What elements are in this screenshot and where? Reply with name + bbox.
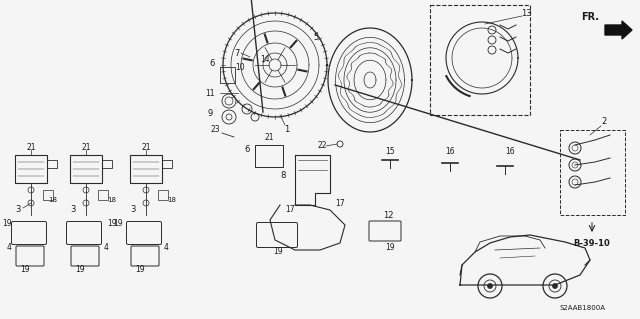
- Text: 6: 6: [244, 145, 250, 154]
- Bar: [560, 130, 625, 215]
- Text: S2AAB1800A: S2AAB1800A: [560, 305, 606, 311]
- Text: 19: 19: [20, 265, 30, 275]
- Text: 4: 4: [104, 242, 108, 251]
- Text: 21: 21: [81, 143, 91, 152]
- Text: 17: 17: [285, 205, 295, 214]
- Text: 13: 13: [521, 10, 531, 19]
- Text: 19: 19: [2, 219, 12, 227]
- Bar: [130, 155, 162, 183]
- Bar: [70, 155, 102, 183]
- Circle shape: [552, 284, 557, 288]
- Text: 8: 8: [280, 170, 285, 180]
- Text: 19: 19: [135, 265, 145, 275]
- Text: 19: 19: [75, 265, 85, 275]
- Text: 9: 9: [207, 108, 212, 117]
- Text: 15: 15: [385, 147, 395, 157]
- Text: 19: 19: [107, 219, 117, 227]
- Bar: [162, 160, 172, 168]
- Text: 3: 3: [131, 205, 136, 214]
- Text: 19: 19: [113, 219, 123, 227]
- Text: 11: 11: [205, 88, 215, 98]
- Bar: [430, 5, 530, 115]
- Polygon shape: [605, 21, 632, 39]
- Text: 19: 19: [273, 248, 283, 256]
- Text: 3: 3: [70, 205, 76, 214]
- Bar: [43, 190, 53, 200]
- Text: 22: 22: [317, 142, 327, 151]
- Text: 6: 6: [209, 58, 214, 68]
- Bar: [15, 155, 47, 183]
- Text: 21: 21: [26, 143, 36, 152]
- Text: 18: 18: [168, 197, 177, 203]
- Text: 4: 4: [164, 242, 168, 251]
- Text: 1: 1: [284, 124, 290, 133]
- Bar: [47, 160, 57, 168]
- Text: 4: 4: [6, 242, 12, 251]
- Bar: [102, 160, 112, 168]
- Text: 12: 12: [383, 211, 393, 219]
- Text: 5: 5: [314, 33, 319, 42]
- Bar: [255, 145, 283, 167]
- Text: 3: 3: [15, 205, 20, 214]
- Text: FR.: FR.: [581, 12, 599, 22]
- Text: 23: 23: [210, 125, 220, 135]
- Text: 10: 10: [235, 63, 245, 71]
- Text: 18: 18: [108, 197, 116, 203]
- Text: B-39-10: B-39-10: [573, 239, 611, 248]
- Text: 2: 2: [602, 117, 607, 127]
- Text: 17: 17: [335, 198, 345, 207]
- Bar: [158, 190, 168, 200]
- Text: 18: 18: [49, 197, 58, 203]
- Text: 16: 16: [505, 147, 515, 157]
- Text: 16: 16: [445, 147, 455, 157]
- Text: 21: 21: [264, 133, 274, 143]
- Circle shape: [488, 284, 493, 288]
- Text: 7: 7: [234, 48, 240, 57]
- Bar: [98, 190, 108, 200]
- Text: 19: 19: [385, 242, 395, 251]
- Text: 14: 14: [260, 56, 270, 64]
- Text: 21: 21: [141, 143, 151, 152]
